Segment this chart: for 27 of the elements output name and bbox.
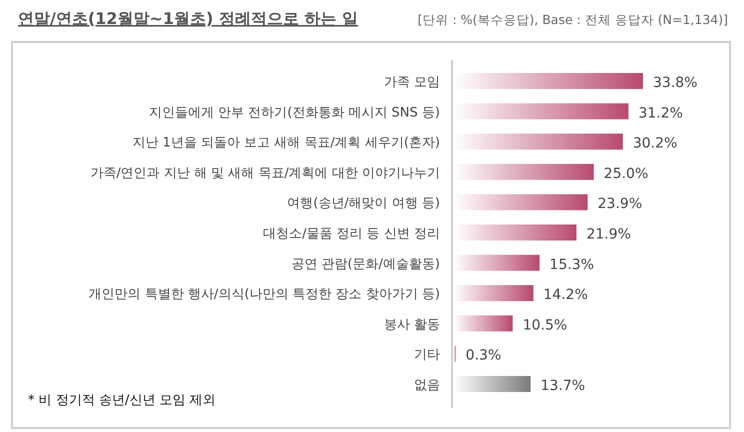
data-label: 33.8% <box>653 75 698 91</box>
y-tick-label: 없음 <box>414 378 440 393</box>
chart-subtitle: [단위 : %(복수응답), Base : 전체 응답자 (N=1,134)] <box>418 12 728 27</box>
data-label: 0.3% <box>466 348 502 364</box>
text: 연말/연초(12월말~1월초) 정례적으로 하는 일 <box>18 9 358 28</box>
data-label: 21.9% <box>586 226 631 242</box>
data-label: 23.9% <box>598 196 642 212</box>
y-tick-label: 기타 <box>414 348 440 363</box>
data-label: 10.5% <box>522 317 568 334</box>
text: * 비 정기적 송년/신년 모임 제외 <box>28 393 216 408</box>
y-tick-label: 지난 1년을 되돌아 보고 새해 목표/계획 세우기(혼자) <box>132 136 440 151</box>
y-tick-label: 가족/연인과 지난 해 및 새해 목표/계획에 대한 이야기나누기 <box>90 166 440 181</box>
y-tick-label: 공연 관람(문화/예술활동) <box>291 256 440 272</box>
bar <box>454 315 513 332</box>
data-label: 13.7% <box>540 378 586 394</box>
data-label: 14.2% <box>543 287 588 304</box>
y-tick-label: 지인들에게 안부 전하기(전화통화 메시지 SNS 등) <box>148 105 440 120</box>
y-tick-label: 개인만의 특별한 행사/의식(나만의 특정한 장소 찾아가기 등) <box>88 287 440 302</box>
data-label: 15.3% <box>550 256 594 273</box>
data-label: 31.2% <box>638 105 683 122</box>
data-label: 30.2% <box>632 136 678 152</box>
y-tick-label: 여행(송년/해맞이 여행 등) <box>287 196 440 212</box>
bar <box>454 285 534 302</box>
y-tick-label: 봉사 활동 <box>384 317 440 332</box>
y-tick-label: 가족 모임 <box>384 75 440 90</box>
y-tick-label: 대청소/물품 정리 등 신변 정리 <box>263 226 440 242</box>
data-label: 25.0% <box>604 166 648 182</box>
